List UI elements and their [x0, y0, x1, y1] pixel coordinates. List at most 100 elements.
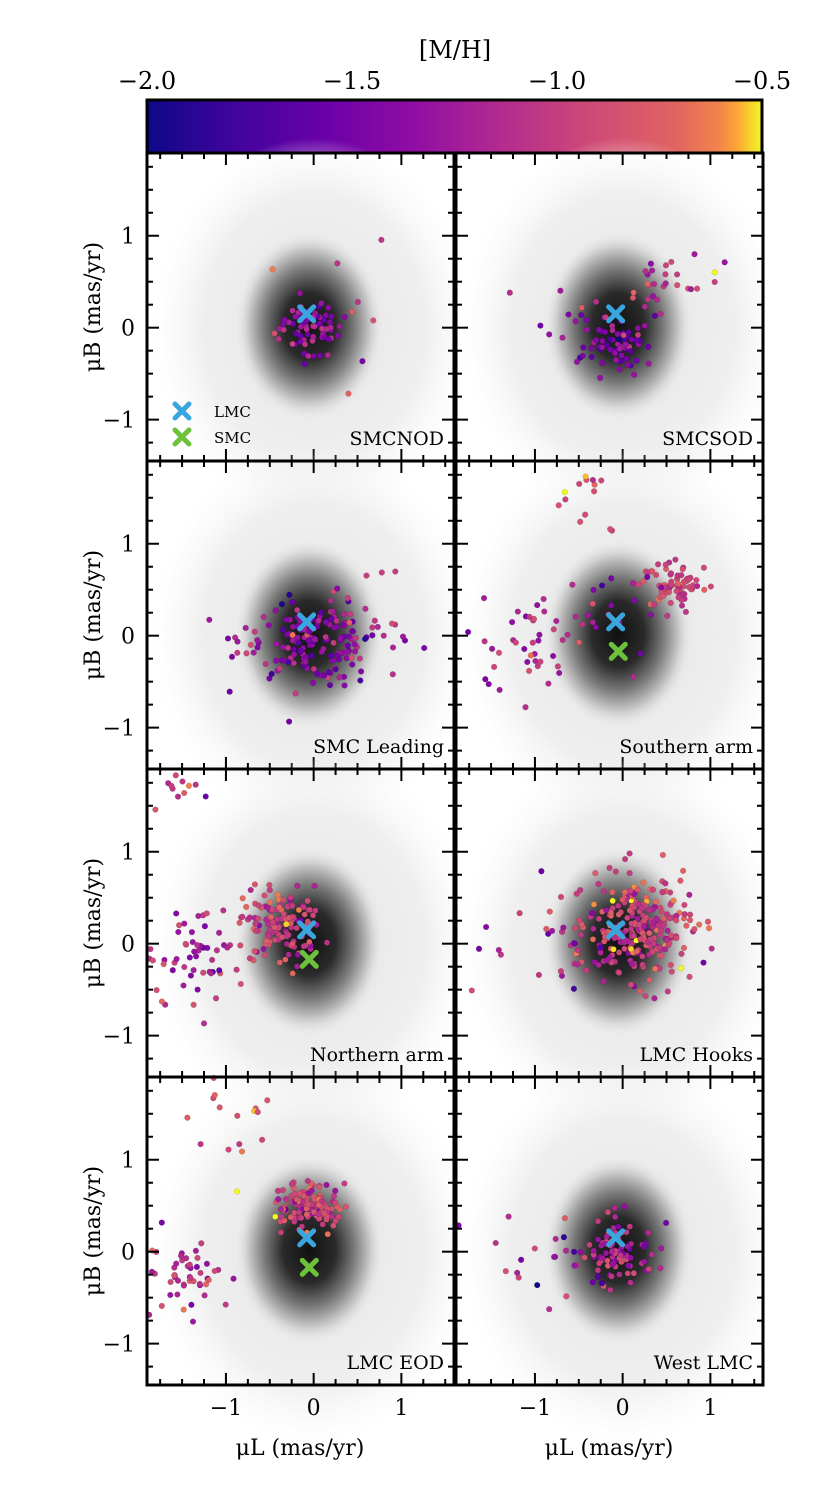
- panel-ticks: [456, 1077, 763, 1385]
- panel-title: SMC Leading: [313, 736, 444, 758]
- y-tick-label: −1: [103, 1025, 135, 1050]
- star-point: [336, 674, 343, 681]
- star-point: [686, 917, 694, 924]
- y-tick-label: −1: [103, 1333, 135, 1358]
- star-point: [179, 778, 186, 785]
- panel-frame: [454, 1075, 765, 1387]
- star-point: [672, 556, 679, 563]
- star-point: [628, 925, 635, 933]
- star-point: [658, 908, 665, 916]
- star-point: [193, 1263, 201, 1271]
- star-point: [292, 690, 299, 697]
- star-point: [274, 916, 281, 923]
- star-point: [237, 942, 244, 949]
- star-point: [644, 280, 651, 288]
- star-point: [599, 1255, 606, 1262]
- star-point: [295, 309, 302, 316]
- star-point: [588, 909, 596, 917]
- star-point: [337, 635, 344, 642]
- star-point: [622, 341, 630, 348]
- star-point: [614, 331, 621, 338]
- star-point: [318, 1197, 325, 1205]
- y-axis-label: μB (mas/yr): [81, 242, 106, 372]
- star-point: [700, 959, 707, 966]
- star-point: [571, 925, 579, 932]
- star-point: [325, 304, 332, 311]
- star-point: [645, 1229, 652, 1236]
- star-point: [234, 1112, 241, 1119]
- star-point: [607, 909, 615, 916]
- star-point: [608, 575, 615, 582]
- star-point: [505, 1213, 512, 1220]
- star-point: [196, 1280, 203, 1288]
- star-point: [340, 622, 347, 629]
- star-point: [197, 1269, 204, 1277]
- star-point: [612, 868, 619, 875]
- star-point: [673, 934, 680, 942]
- star-point: [284, 644, 292, 652]
- star-point: [322, 619, 329, 626]
- star-point: [549, 652, 557, 660]
- lmc-marker: [297, 304, 317, 324]
- star-point: [332, 1217, 339, 1225]
- star-point: [341, 313, 348, 321]
- star-point: [642, 268, 649, 275]
- star-point: [616, 366, 623, 373]
- star-point: [341, 682, 348, 689]
- star-point: [280, 896, 287, 904]
- star-point: [615, 969, 623, 976]
- star-point: [675, 594, 682, 601]
- star-point: [582, 473, 589, 480]
- star-point: [590, 901, 598, 908]
- star-point: [321, 672, 328, 679]
- lmc-marker: [606, 1228, 626, 1248]
- star-point: [332, 1187, 339, 1194]
- star-point: [362, 605, 369, 612]
- star-point: [389, 644, 397, 651]
- star-point: [604, 1209, 612, 1216]
- star-point: [279, 1186, 287, 1194]
- star-point: [575, 916, 583, 924]
- star-point: [673, 917, 680, 924]
- panel-title: SMCNOD: [350, 428, 444, 450]
- star-point: [333, 623, 340, 631]
- star-point: [266, 881, 273, 889]
- star-point: [236, 1140, 243, 1148]
- star-point: [657, 584, 665, 591]
- star-point: [592, 298, 600, 305]
- star-point: [637, 650, 644, 657]
- star-point: [525, 667, 533, 675]
- star-point: [641, 322, 648, 329]
- star-point: [668, 932, 675, 939]
- star-point: [203, 910, 210, 917]
- star-point: [254, 636, 261, 644]
- star-point: [639, 953, 646, 960]
- star-point: [254, 1108, 261, 1116]
- star-point: [289, 631, 296, 639]
- star-point: [573, 358, 581, 365]
- star-point: [309, 337, 316, 345]
- star-point: [610, 1259, 617, 1267]
- star-point: [640, 578, 647, 585]
- star-point: [239, 895, 246, 902]
- star-point: [289, 307, 296, 314]
- star-point: [320, 645, 327, 653]
- star-point: [399, 633, 407, 640]
- star-point: [340, 610, 348, 618]
- star-point: [638, 904, 645, 912]
- star-point: [180, 1306, 187, 1313]
- star-point: [595, 326, 603, 333]
- star-point: [589, 936, 597, 943]
- star-point: [615, 902, 622, 909]
- star-point: [341, 1180, 348, 1187]
- star-point: [590, 488, 598, 495]
- star-point: [590, 1247, 597, 1254]
- star-point: [502, 1268, 509, 1275]
- star-point: [243, 903, 250, 911]
- star-point: [389, 671, 396, 678]
- star-point: [324, 352, 332, 359]
- y-tick-label: −1: [103, 409, 135, 434]
- star-point: [659, 922, 667, 929]
- star-point: [283, 1195, 290, 1203]
- star-point: [261, 951, 268, 959]
